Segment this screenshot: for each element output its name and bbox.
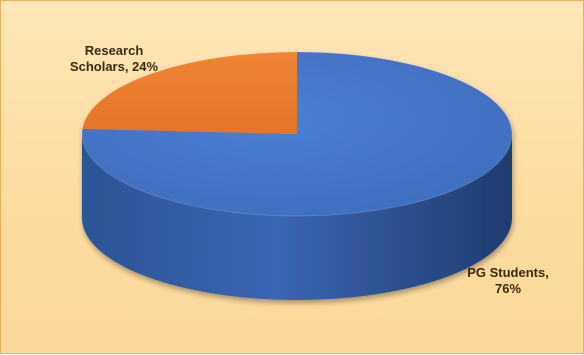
pie-slice-side-pg-students xyxy=(82,134,512,300)
data-label-research-scholars: Research Scholars, 24% xyxy=(39,43,189,75)
slice-label-line: Scholars, 24% xyxy=(69,59,159,74)
pie-slice-pg-students xyxy=(81,52,512,217)
slice-label-name-research-scholars: Research Scholars, 24% xyxy=(39,43,189,75)
slice-label-line: 76% xyxy=(494,281,522,296)
pie-rim xyxy=(81,51,513,217)
pie-slice-research-scholars xyxy=(82,52,297,134)
slice-label-line: Research xyxy=(84,43,144,58)
slice-label-line: PG Students, xyxy=(467,265,549,280)
data-label-pg-students: PG Students, 76% xyxy=(433,265,583,297)
slice-label-name-pg-students: PG Students, 76% xyxy=(433,265,583,297)
